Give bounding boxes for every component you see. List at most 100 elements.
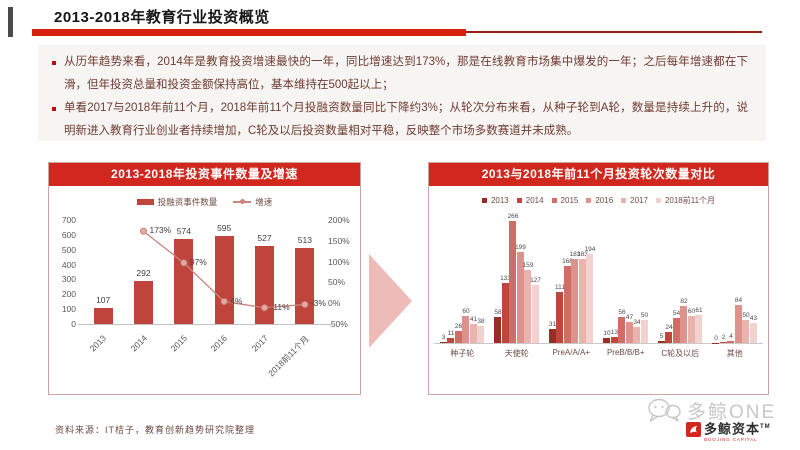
bar-slot: 41 [469, 316, 478, 343]
bar [719, 342, 727, 343]
bar-slot: 10 [603, 330, 611, 343]
bar [174, 238, 194, 324]
line-point-label: 97% [189, 256, 207, 267]
title-rule-thick [32, 29, 466, 36]
duojing-capital-logo: 多鲸资本TM DUOJING CAPITAL [686, 420, 771, 442]
bar-value-label: 2 [721, 334, 726, 341]
bar [749, 323, 757, 343]
chat-bubbles-icon [648, 398, 681, 422]
line-swatch-icon [233, 199, 252, 204]
bar [578, 259, 586, 343]
bar-value-label: 595 [217, 222, 232, 233]
bar [462, 315, 470, 343]
bar-value-label: 60 [462, 307, 470, 315]
bar-slot: 111 [555, 284, 565, 343]
bar-value-label: 3 [441, 333, 446, 341]
category-label: C轮及以后 [661, 349, 700, 358]
duojing-capital-text: 多鲸资本TM DUOJING CAPITAL [704, 420, 771, 442]
bar-value-label: 50 [742, 312, 750, 320]
bar-slot: 50 [742, 312, 750, 343]
line-point-label: 173% [149, 225, 172, 236]
bar-value-label: 10 [603, 330, 611, 338]
plot-events: 700 600 500 400 300 200 100 0 200% 150% 100% 50% 0% -… [49, 210, 360, 386]
bar-slot: 11 [447, 330, 455, 343]
bar-value-label: 107 [96, 295, 111, 306]
bar-slot: 47 [625, 314, 634, 343]
bar-slot: 84 [734, 297, 743, 343]
axis-tick-left: 500 [61, 244, 76, 255]
bar-slot: 24 [665, 324, 673, 343]
bar [687, 315, 695, 343]
bar-slot: 168 [562, 258, 573, 343]
bar-group: 58 131 266 199 159 127 [490, 213, 545, 343]
bar-group: 31 111 168 183 183 194 [544, 246, 599, 343]
series-swatch-icon [516, 197, 522, 203]
bar-group: 3 11 26 60 41 38 [435, 308, 490, 343]
bar-group: 5 24 54 82 60 61 [653, 298, 708, 343]
bar-value-label: 61 [695, 307, 703, 315]
bar-value-label: 60 [687, 307, 696, 315]
bar-value-label: 131 [500, 275, 511, 283]
bar [524, 270, 532, 343]
bar [586, 254, 594, 343]
bar [625, 321, 633, 343]
bar-slot: 50 [640, 312, 649, 343]
bar [516, 252, 524, 343]
series-swatch-icon [655, 197, 661, 203]
legend-item: 2016 [586, 196, 613, 205]
bar-slot: 266 [508, 213, 518, 343]
bar-value-label: 5 [659, 332, 664, 340]
tm-mark: TM [760, 424, 771, 430]
bar [454, 331, 462, 343]
bar-slot: 127 [530, 277, 541, 343]
bar [214, 235, 234, 324]
bar-swatch-icon [136, 199, 154, 205]
bar [727, 341, 735, 343]
category-label: 天使轮 [504, 349, 529, 358]
axis-tick-left: 400 [61, 259, 76, 270]
bullet-text: 单看2017与2018年前11个月，2018年前11个月投融资数量同比下降约3%… [64, 102, 748, 137]
legend-label: 2013 [490, 195, 509, 205]
bar-slot: 194 [585, 246, 595, 343]
axis-tick-left: 600 [61, 229, 76, 240]
bar-value-label: 194 [584, 246, 596, 254]
legend-item: 投融资事件数量 [136, 196, 217, 208]
legend-label: 2014 [525, 195, 544, 205]
bar [603, 338, 611, 343]
legend-item: 2017 [621, 196, 648, 205]
bar [501, 283, 509, 343]
bar-value-label: 34 [633, 319, 641, 327]
bar-slot: 38 [477, 318, 485, 343]
legend-rounds: 2013 2014 2015 2016 2017 2018前11个月 [429, 195, 768, 205]
bullet-marker [52, 107, 56, 111]
bar-value-label: 127 [530, 276, 541, 284]
legend-item: 2018前11个月 [655, 195, 715, 206]
chart-title-events: 2013-2018年投资事件数量及增速 [49, 163, 360, 186]
bar [618, 317, 626, 343]
bar [447, 337, 455, 343]
series-swatch-icon [621, 197, 627, 203]
duojing-one-logo: 多鲸ONE [646, 397, 776, 424]
duojing-capital-sublabel: DUOJING CAPITAL [704, 437, 758, 443]
axis-tick-right: 0% [328, 298, 341, 309]
category-label: 其他 [726, 349, 743, 358]
chart-title-rounds: 2013与2018年前11个月投资轮次数量对比 [429, 163, 768, 186]
bar-groups: 3 11 26 60 41 38 58 131 266 199 159 127 31 111 168 183 1… [429, 213, 768, 343]
legend-item: 增速 [233, 196, 272, 208]
bar-value-label: 159 [522, 262, 534, 270]
bar [255, 245, 274, 324]
bar-slot: 183 [577, 251, 588, 343]
bar-value-label: 199 [515, 244, 526, 252]
axis-tick-right: 50% [328, 277, 346, 288]
bar-slot: 56 [618, 309, 626, 343]
source-note: 资料来源：IT桔子，教育创新趋势研究院整理 [55, 425, 255, 435]
bar-slot: 131 [500, 275, 511, 343]
category-labels: 种子轮 天使轮 PreA/A/A+ PreB/B/B+ C轮及以后 其他 [429, 348, 768, 359]
axis-tick-left: 0 [71, 319, 76, 329]
page-title: 2013-2018年教育行业投资概览 [54, 9, 270, 26]
whale-icon [686, 422, 701, 437]
bar-value-label: 168 [562, 258, 573, 266]
bar [531, 284, 539, 343]
bar-slot: 0 [712, 335, 720, 343]
